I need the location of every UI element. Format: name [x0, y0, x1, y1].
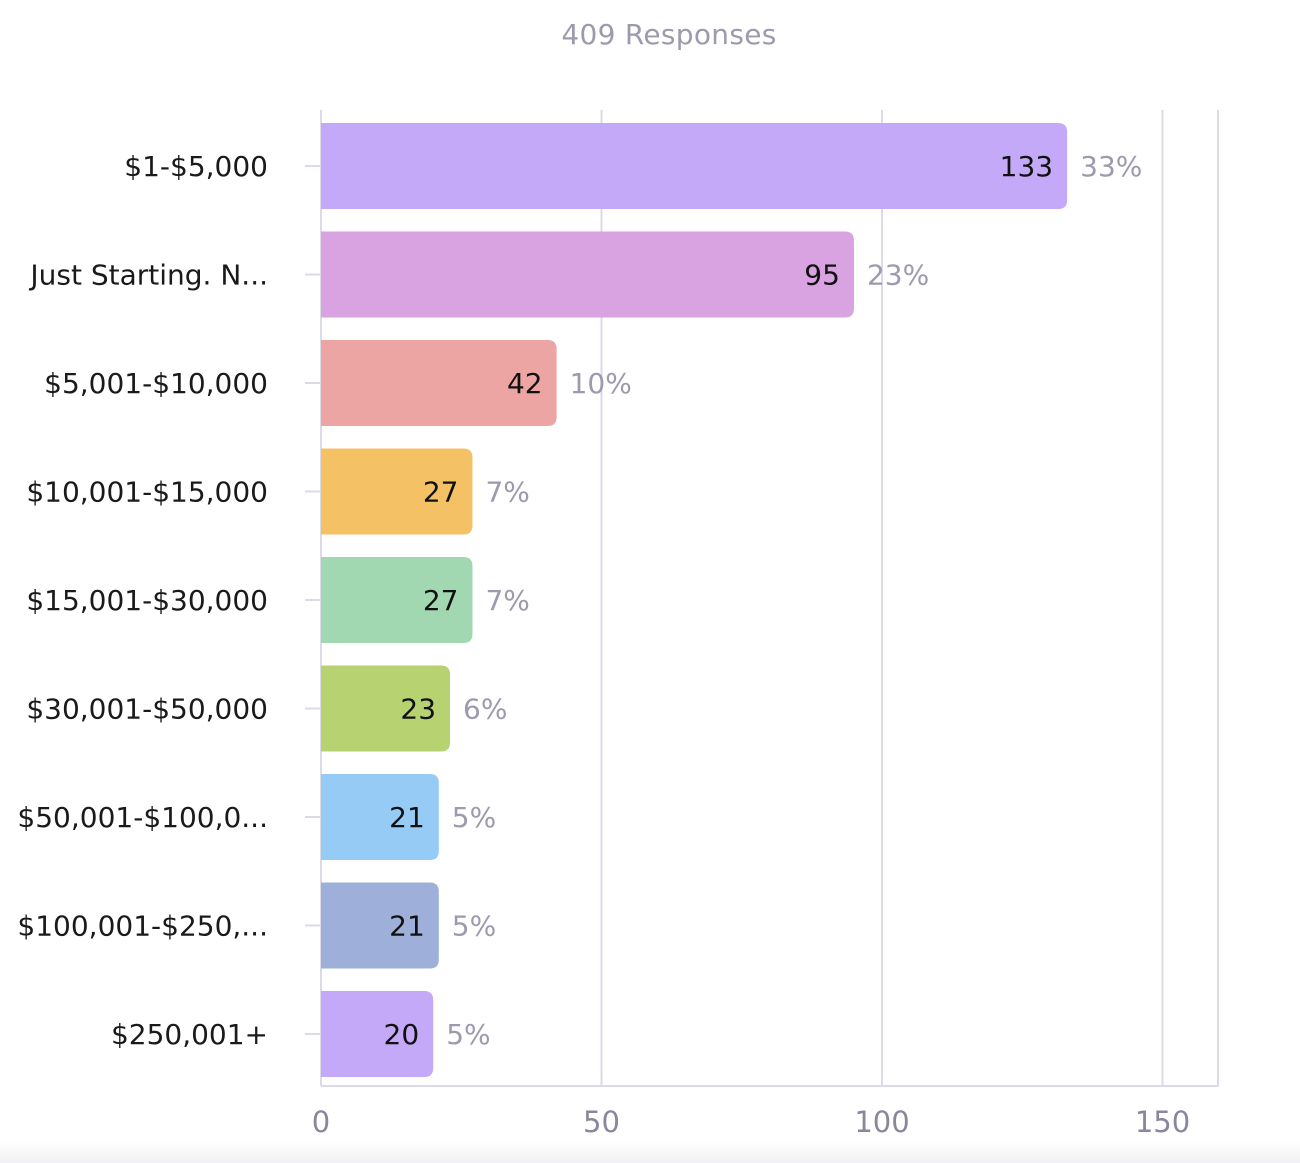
bar-value-label: 23: [400, 693, 436, 726]
bar-percent-label: 33%: [1080, 150, 1142, 183]
bar-value-label: 27: [423, 476, 459, 509]
bar-8: [321, 991, 434, 1077]
bar-4: [321, 557, 473, 643]
bar-value-label: 20: [384, 1018, 420, 1051]
bar-percent-label: 7%: [485, 584, 529, 617]
bar-1: [321, 231, 854, 318]
x-tick-label: 0: [312, 1105, 330, 1139]
x-tick-label: 50: [583, 1105, 620, 1139]
bar-percent-label: 5%: [452, 910, 496, 943]
bar-3: [321, 448, 473, 535]
bar-value-label: 21: [389, 910, 425, 943]
x-tick-label: 100: [854, 1105, 909, 1139]
category-label: $15,001-$30,000: [26, 584, 268, 617]
category-labels: $1-$5,000 Just Starting. N... $5,001-$10,0…: [17, 150, 268, 1051]
bar-7: [321, 882, 439, 969]
bar-value-label: 42: [507, 367, 543, 400]
bar-value-label: 95: [804, 259, 840, 292]
bar-percent-label: 6%: [463, 693, 507, 726]
bar-value-label: 133: [1000, 150, 1053, 183]
bar-percent-label: 23%: [867, 259, 929, 292]
category-label: $50,001-$100,0...: [17, 801, 268, 834]
category-label: Just Starting. N...: [28, 259, 268, 292]
bar-percent-label: 7%: [485, 476, 529, 509]
x-tick-label: 150: [1135, 1105, 1190, 1139]
bar-value-label: 21: [389, 801, 425, 834]
x-axis-ticks: 0 50 100 150: [312, 1105, 1190, 1139]
chart-title: 409 Responses: [561, 18, 777, 51]
category-label: $10,001-$15,000: [26, 476, 268, 509]
category-label: $30,001-$50,000: [26, 693, 268, 726]
bar-percent-label: 10%: [570, 367, 632, 400]
bar-percent-label: 5%: [452, 801, 496, 834]
category-label: $100,001-$250,...: [17, 910, 268, 943]
category-label: $5,001-$10,000: [44, 367, 268, 400]
bottom-fade: [0, 1140, 1300, 1163]
bar-6: [321, 774, 439, 860]
category-label: $1-$5,000: [124, 150, 268, 183]
bar-0: [321, 123, 1068, 209]
bar-value-label: 27: [423, 584, 459, 617]
bar-5: [321, 665, 451, 752]
bar-percent-label: 5%: [446, 1018, 490, 1051]
bar-2: [321, 340, 557, 426]
bars: 133 33% 95 23% 42 10% 27 7% 27 7% 23 6% 21 5% 21 5% 20 5%: [321, 123, 1142, 1077]
category-label: $250,001+: [111, 1018, 268, 1051]
